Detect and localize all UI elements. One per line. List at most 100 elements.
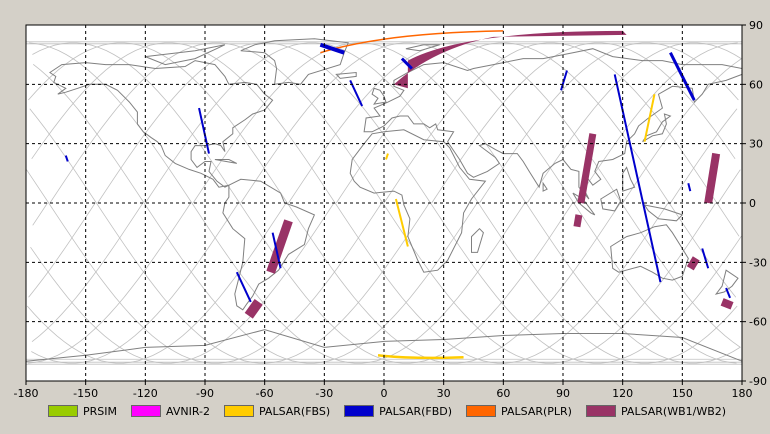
- orbit-track: [28, 202, 96, 298]
- legend-swatch: [223, 405, 254, 417]
- coast-sri-lanka: [542, 181, 548, 192]
- legend-item-prsim: PRSIM: [48, 405, 117, 418]
- orbit-track: [32, 42, 573, 364]
- swath-wb1-nz: [720, 298, 734, 310]
- coast-new-guinea: [643, 204, 684, 222]
- orbit-track: [29, 42, 526, 364]
- swath-fbd-pacific: [701, 248, 710, 269]
- swath-fbd-scandinavia: [400, 57, 413, 70]
- x-tick-label: 120: [612, 387, 633, 400]
- swath-wb1-small: [573, 214, 583, 228]
- legend-item-palsar-wb: PALSAR(WB1/WB2): [585, 404, 727, 418]
- orbit-track: [192, 42, 741, 364]
- orbit-track: [32, 63, 478, 364]
- y-tick-label: -60: [749, 316, 767, 329]
- swath-wb1-patagonia: [244, 298, 263, 319]
- orbit-track: [30, 202, 335, 364]
- swath-fbd-hawaii: [64, 155, 69, 162]
- legend-item-palsar-fbs: PALSAR(FBS): [223, 404, 331, 418]
- legend-item-avnir2: AVNIR-2: [131, 405, 210, 418]
- swath-fbd-kamchatka: [669, 52, 696, 101]
- coast-iceland: [335, 71, 357, 79]
- y-tick-label: -30: [749, 256, 767, 269]
- swath-wb1-brazil: [266, 219, 293, 274]
- legend-swatch: [466, 405, 497, 417]
- legend-label: PALSAR(PLR): [501, 404, 572, 418]
- x-tick-label: -30: [315, 387, 333, 400]
- orbit-track: [717, 169, 741, 204]
- legend-swatch: [48, 405, 78, 417]
- coast-africa: [349, 129, 487, 273]
- swath-fbd-north-america: [198, 107, 210, 154]
- swath-fbd-chile: [235, 271, 252, 303]
- orbit-track: [144, 42, 738, 364]
- legend-swatch: [131, 405, 161, 417]
- legend-label: PALSAR(WB1/WB2): [620, 404, 727, 418]
- orbit-track: [431, 42, 736, 204]
- legend-item-palsar-plr: PALSAR(PLR): [466, 405, 572, 418]
- orbit-track: [29, 108, 430, 364]
- coast-uk: [371, 87, 387, 105]
- y-tick-label: 0: [749, 197, 756, 210]
- x-tick-label: 60: [496, 387, 510, 400]
- orbit-track: [32, 202, 48, 226]
- orbit-track: [479, 42, 739, 204]
- x-tick-label: 180: [732, 387, 753, 400]
- coast-new-zealand: [714, 269, 739, 295]
- swath-wb1-east-asia: [577, 133, 597, 204]
- swath-fbd-micronesia: [687, 182, 692, 192]
- graticule: [26, 25, 742, 381]
- coast-europe-asia: [363, 48, 743, 200]
- swath-fbd-siberia: [560, 70, 568, 91]
- x-tick-label: 30: [437, 387, 451, 400]
- y-tick-label: 90: [749, 19, 763, 32]
- legend-swatch: [344, 405, 375, 417]
- legend-label: PALSAR(FBD): [379, 404, 453, 418]
- orbit-tracks: [26, 41, 743, 365]
- swath-wb1-coral: [686, 256, 700, 271]
- coastlines: [25, 38, 743, 362]
- legend-label: PRSIM: [83, 404, 117, 418]
- orbit-track: [26, 202, 287, 364]
- legend-label: PALSAR(FBS): [258, 404, 331, 418]
- x-tick-label: -150: [73, 387, 98, 400]
- observation-swaths: [64, 30, 734, 360]
- x-tick-label: 150: [672, 387, 693, 400]
- legend-label: AVNIR-2: [166, 404, 210, 418]
- legend-swatch: [585, 405, 616, 417]
- y-tick-label: -90: [749, 375, 767, 388]
- coast-borneo: [600, 188, 622, 212]
- orbit-track: [574, 42, 738, 204]
- coast-greenland: [240, 38, 349, 85]
- coast-cuba: [214, 159, 238, 164]
- orbit-track: [28, 42, 621, 364]
- x-tick-label: -90: [196, 387, 214, 400]
- orbit-track: [31, 202, 239, 364]
- y-tick-label: 30: [749, 138, 763, 151]
- coast-south-america: [222, 178, 316, 311]
- x-tick-label: -180: [14, 387, 39, 400]
- coast-arctic-islands: [145, 44, 226, 66]
- x-axis-ticks: -180 -150 -120 -90 -60 -30 0 30 60 90 120 150 180: [14, 381, 753, 400]
- legend: PRSIM AVNIR-2 PALSAR(FBS) PALSAR(FBD) PA…: [48, 402, 740, 420]
- x-tick-label: -60: [256, 387, 274, 400]
- orbit-track: [240, 42, 737, 364]
- coast-svalbard: [405, 44, 440, 52]
- coast-madagascar: [471, 227, 484, 253]
- swath-fbd-greenland: [319, 42, 345, 55]
- swath-wb1-arctic: [393, 30, 627, 89]
- x-tick-label: -120: [133, 387, 158, 400]
- coast-japan: [642, 113, 672, 143]
- coast-australia: [610, 224, 689, 281]
- orbit-track: [622, 58, 742, 204]
- x-tick-label: 90: [556, 387, 570, 400]
- coast-north-america: [48, 60, 274, 188]
- legend-item-palsar-fbd: PALSAR(FBD): [344, 405, 452, 418]
- orbit-track: [31, 42, 669, 364]
- orbit-track: [31, 202, 144, 343]
- swath-wb1-pacific: [704, 152, 721, 204]
- swath-fbs-antarctica: [377, 354, 464, 360]
- x-tick-label: 0: [381, 387, 388, 400]
